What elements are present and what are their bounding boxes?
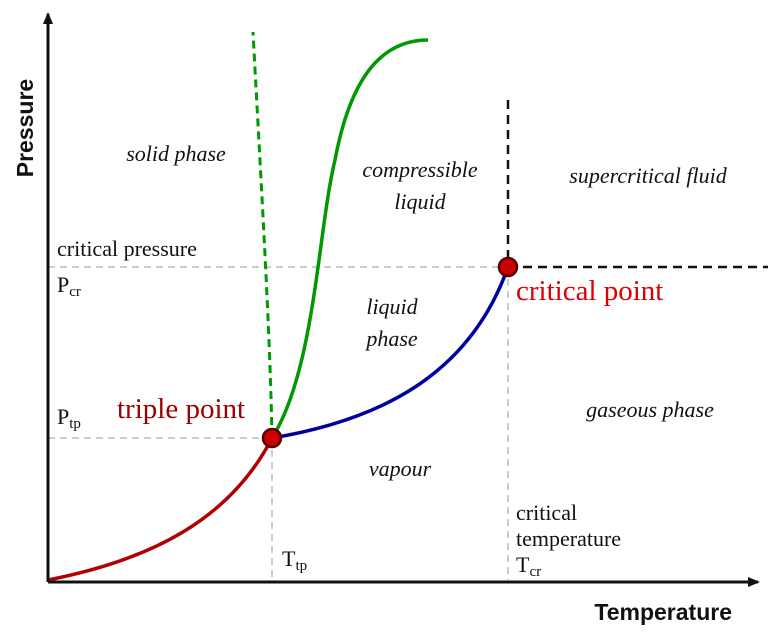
region-solid-phase: solid phase (126, 141, 226, 166)
t-tp-label: Ttp (282, 546, 307, 574)
region-supercritical-fluid: supercritical fluid (569, 163, 727, 188)
p-cr-label: Pcr (57, 272, 81, 300)
critical-temperature-label-line1: critical (516, 500, 577, 525)
triple-point-label: triple point (117, 393, 245, 425)
region-gaseous-phase: gaseous phase (586, 397, 714, 422)
anomalous-melting-curve (251, 31, 274, 439)
critical-point-label: critical point (516, 275, 663, 307)
y-axis-title: Pressure (12, 79, 38, 177)
vaporization-curve (271, 266, 510, 440)
critical-pressure-label: critical pressure (57, 236, 197, 261)
triple-point-marker (261, 427, 283, 449)
region-compressible-liquid-line2: liquid (394, 189, 446, 214)
region-liquid-phase-line1: liquid (366, 294, 418, 319)
x-axis-title: Temperature (594, 599, 732, 625)
region-vapour: vapour (369, 456, 432, 481)
critical-point-marker (497, 256, 519, 278)
region-compressible-liquid-line1: compressible (362, 157, 478, 182)
region-liquid-phase-line2: phase (364, 326, 418, 351)
p-tp-label: Ptp (57, 404, 81, 432)
t-cr-label: Tcr (516, 552, 541, 580)
critical-temperature-label-line2: temperature (516, 526, 621, 551)
melting-curve (270, 38, 429, 439)
sublimation-curve (47, 437, 274, 582)
